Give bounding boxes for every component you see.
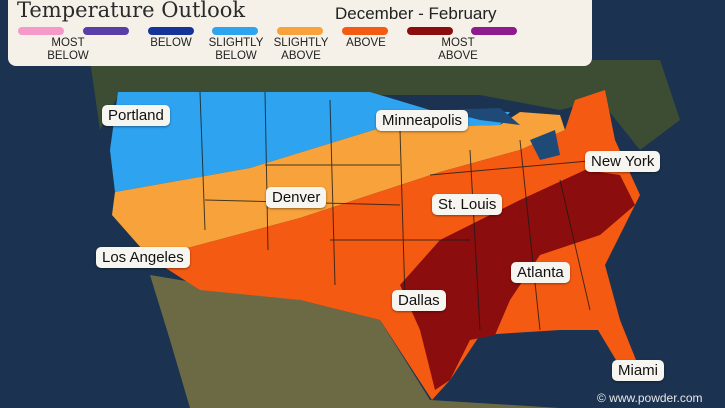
swatch-slightly-below (212, 27, 258, 35)
swatch-below (148, 27, 194, 35)
swatch-most-below-light (18, 27, 64, 35)
swatch-most-above-purple (471, 27, 517, 35)
city-label-st-louis: St. Louis (432, 194, 503, 215)
city-label-atlanta: Atlanta (511, 262, 570, 283)
city-label-dallas: Dallas (392, 290, 446, 311)
legend-panel: Temperature Outlook December - February … (8, 0, 592, 66)
city-label-minneapolis: Minneapolis (376, 110, 469, 131)
swatch-above (342, 27, 388, 35)
city-label-denver: Denver (266, 187, 327, 208)
legend-label-above: ABOVE (346, 37, 386, 49)
city-label-new-york: New York (585, 151, 661, 172)
swatch-slightly-above (277, 27, 323, 35)
canada-land (90, 60, 680, 150)
legend-label-slightly-above: SLIGHTLY ABOVE (273, 37, 329, 62)
state-borders (199, 91, 601, 331)
period-label: December - February (335, 4, 497, 23)
legend-label-below: BELOW (150, 37, 192, 49)
legend-label-most-above: MOST ABOVE (438, 37, 478, 62)
city-label-miami: Miami (612, 360, 664, 381)
swatch-most-above-red (407, 27, 453, 35)
city-label-portland: Portland (102, 105, 170, 126)
region-slightly-above (112, 112, 565, 258)
mexico-land (150, 275, 560, 408)
great-lakes (440, 108, 560, 160)
watermark: © www.powder.com (597, 391, 703, 405)
city-label-los-angeles: Los Angeles (96, 247, 190, 268)
legend-label-most-below: MOST BELOW (47, 37, 89, 62)
map-title: Temperature Outlook (17, 0, 246, 22)
legend-label-slightly-below: SLIGHTLY BELOW (208, 37, 264, 62)
swatch-most-below-dark (83, 27, 129, 35)
